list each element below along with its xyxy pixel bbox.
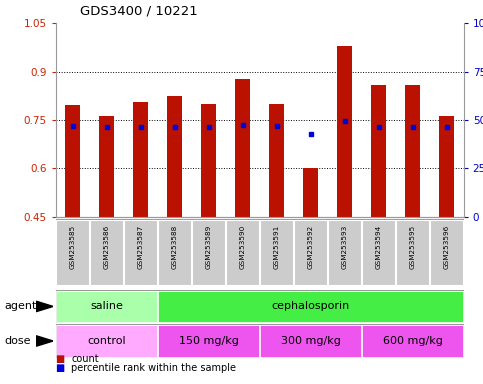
Text: cephalosporin: cephalosporin bbox=[271, 301, 350, 311]
FancyBboxPatch shape bbox=[430, 220, 463, 285]
FancyBboxPatch shape bbox=[158, 326, 259, 356]
Text: GSM253585: GSM253585 bbox=[70, 224, 75, 268]
Text: GSM253594: GSM253594 bbox=[376, 224, 382, 268]
Bar bbox=[167, 96, 182, 217]
Bar bbox=[201, 104, 216, 217]
FancyBboxPatch shape bbox=[56, 291, 157, 322]
Bar bbox=[269, 104, 284, 217]
Text: GSM253586: GSM253586 bbox=[103, 224, 110, 268]
Bar bbox=[235, 79, 250, 217]
Text: GSM253588: GSM253588 bbox=[171, 224, 178, 268]
Bar bbox=[405, 85, 420, 217]
FancyBboxPatch shape bbox=[260, 220, 293, 285]
Text: GSM253590: GSM253590 bbox=[240, 224, 246, 268]
Bar bbox=[303, 168, 318, 217]
Bar bbox=[99, 116, 114, 217]
Text: 150 mg/kg: 150 mg/kg bbox=[179, 336, 239, 346]
FancyBboxPatch shape bbox=[90, 220, 123, 285]
FancyBboxPatch shape bbox=[260, 326, 361, 356]
Text: count: count bbox=[71, 354, 99, 364]
FancyBboxPatch shape bbox=[158, 291, 463, 322]
Text: GSM253589: GSM253589 bbox=[206, 224, 212, 268]
Text: control: control bbox=[87, 336, 126, 346]
Text: GSM253591: GSM253591 bbox=[273, 224, 280, 268]
Text: GSM253593: GSM253593 bbox=[341, 224, 348, 268]
Text: 300 mg/kg: 300 mg/kg bbox=[281, 336, 341, 346]
Text: GSM253592: GSM253592 bbox=[308, 224, 313, 268]
FancyBboxPatch shape bbox=[362, 220, 395, 285]
Text: dose: dose bbox=[5, 336, 31, 346]
Text: percentile rank within the sample: percentile rank within the sample bbox=[71, 363, 237, 373]
FancyBboxPatch shape bbox=[158, 220, 191, 285]
Text: GSM253595: GSM253595 bbox=[410, 224, 416, 268]
FancyBboxPatch shape bbox=[362, 326, 463, 356]
FancyBboxPatch shape bbox=[124, 220, 157, 285]
FancyBboxPatch shape bbox=[397, 220, 429, 285]
Bar bbox=[439, 116, 455, 217]
Text: saline: saline bbox=[90, 301, 123, 311]
FancyBboxPatch shape bbox=[56, 326, 157, 356]
FancyBboxPatch shape bbox=[328, 220, 361, 285]
Text: ■: ■ bbox=[56, 363, 65, 373]
Polygon shape bbox=[36, 301, 53, 312]
Text: ■: ■ bbox=[56, 354, 65, 364]
FancyBboxPatch shape bbox=[226, 220, 259, 285]
Text: 600 mg/kg: 600 mg/kg bbox=[383, 336, 442, 346]
Bar bbox=[371, 85, 386, 217]
Text: GSM253596: GSM253596 bbox=[444, 224, 450, 268]
Text: agent: agent bbox=[5, 301, 37, 311]
Bar bbox=[337, 46, 352, 217]
FancyBboxPatch shape bbox=[192, 220, 225, 285]
Polygon shape bbox=[36, 336, 53, 346]
FancyBboxPatch shape bbox=[294, 220, 327, 285]
Bar bbox=[133, 102, 148, 217]
Text: GDS3400 / 10221: GDS3400 / 10221 bbox=[80, 4, 198, 17]
FancyBboxPatch shape bbox=[56, 220, 89, 285]
Text: GSM253587: GSM253587 bbox=[138, 224, 143, 268]
Bar bbox=[65, 106, 80, 217]
